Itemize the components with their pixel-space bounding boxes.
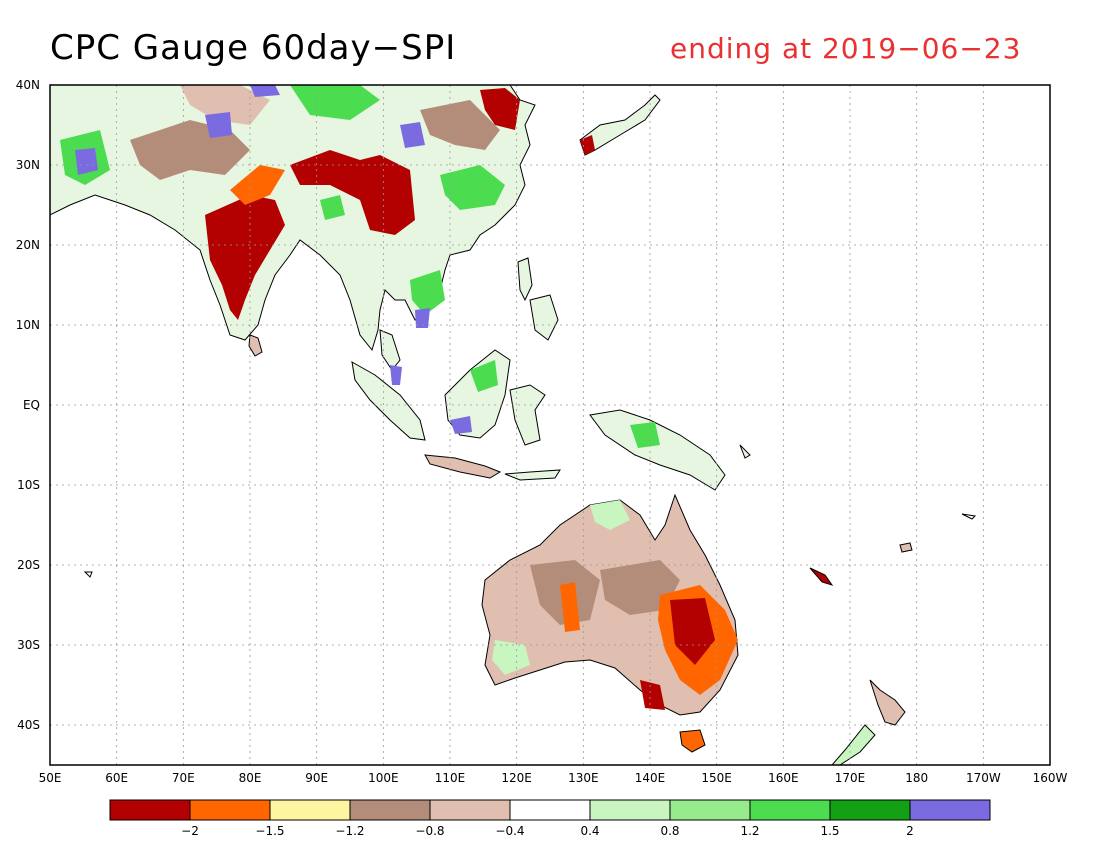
map-subtitle-date: ending at 2019−06−23 (670, 32, 1022, 65)
philippines-landmass (517, 257, 559, 341)
colorbar-swatch (829, 799, 911, 821)
colorbar-swatch (189, 799, 271, 821)
colorbar-swatch (909, 799, 991, 821)
longitude-label: 130E (568, 771, 599, 785)
japan-landmass (579, 94, 661, 156)
longitude-label: 80E (239, 771, 262, 785)
spi-colorbar-tick-labels: −2 −1.5 −1.2 −0.8 −0.4 0.4 0.8 1.2 1.5 2 (181, 824, 914, 838)
colorbar-tick-label: 1.2 (740, 824, 759, 838)
longitude-label: 90E (305, 771, 328, 785)
latitude-label: 20S (17, 558, 40, 572)
sumatra-landmass (351, 329, 426, 441)
colorbar-tick-label: 0.8 (660, 824, 679, 838)
borneo-landmass (444, 349, 511, 439)
longitude-label: 180 (905, 771, 928, 785)
colorbar-swatch (669, 799, 751, 821)
map-gridlines (50, 85, 1050, 765)
longitude-label: 60E (105, 771, 128, 785)
map-title: CPC Gauge 60day−SPI (50, 28, 457, 68)
latitude-axis-labels: 40N 30N 20N 10N EQ 10S 20S 30S 40S (16, 78, 40, 732)
tasmania-landmass (679, 729, 706, 753)
latitude-label: 20N (16, 238, 40, 252)
map-plot-area (49, 84, 1051, 766)
colorbar-swatch (269, 799, 351, 821)
colorbar-swatch (349, 799, 431, 821)
new-guinea-landmass (589, 409, 726, 491)
longitude-label: 120E (501, 771, 532, 785)
pacific-islands (83, 444, 977, 586)
colorbar-tick-label: −0.8 (415, 824, 444, 838)
latitude-label: 40N (16, 78, 40, 92)
colorbar-swatch (509, 799, 591, 821)
latitude-label: 10S (17, 478, 40, 492)
colorbar-tick-label: 0.4 (580, 824, 599, 838)
longitude-label: 170E (835, 771, 866, 785)
latitude-label: 30N (16, 158, 40, 172)
longitude-axis-labels: 50E 60E 70E 80E 90E 100E 110E 120E 130E 140E 150E 1… (39, 771, 1068, 785)
colorbar-tick-label: −0.4 (495, 824, 524, 838)
latitude-label: 30S (17, 638, 40, 652)
colorbar-swatch (589, 799, 671, 821)
spi-colorbar (109, 799, 991, 821)
latitude-label: 10N (16, 318, 40, 332)
sri-lanka-landmass (248, 334, 263, 357)
colorbar-tick-label: −2 (181, 824, 199, 838)
colorbar-tick-label: 1.5 (820, 824, 839, 838)
longitude-label: 160W (1033, 771, 1068, 785)
longitude-label: 110E (435, 771, 466, 785)
colorbar-tick-label: 2 (906, 824, 914, 838)
longitude-label: 50E (39, 771, 62, 785)
latitude-label: 40S (17, 718, 40, 732)
sulawesi-landmass (509, 384, 546, 446)
longitude-label: 70E (172, 771, 195, 785)
colorbar-tick-label: −1.5 (255, 824, 284, 838)
longitude-label: 100E (368, 771, 399, 785)
longitude-label: 140E (635, 771, 666, 785)
colorbar-swatch (749, 799, 831, 821)
colorbar-tick-label: −1.2 (335, 824, 364, 838)
colorbar-swatch (109, 799, 191, 821)
longitude-label: 160E (768, 771, 799, 785)
java-landmass (424, 454, 561, 481)
longitude-label: 170W (966, 771, 1001, 785)
map-frame (49, 84, 1051, 766)
latitude-label: EQ (23, 398, 40, 412)
australia-landmass (481, 493, 739, 716)
longitude-label: 150E (701, 771, 732, 785)
colorbar-swatch (429, 799, 511, 821)
